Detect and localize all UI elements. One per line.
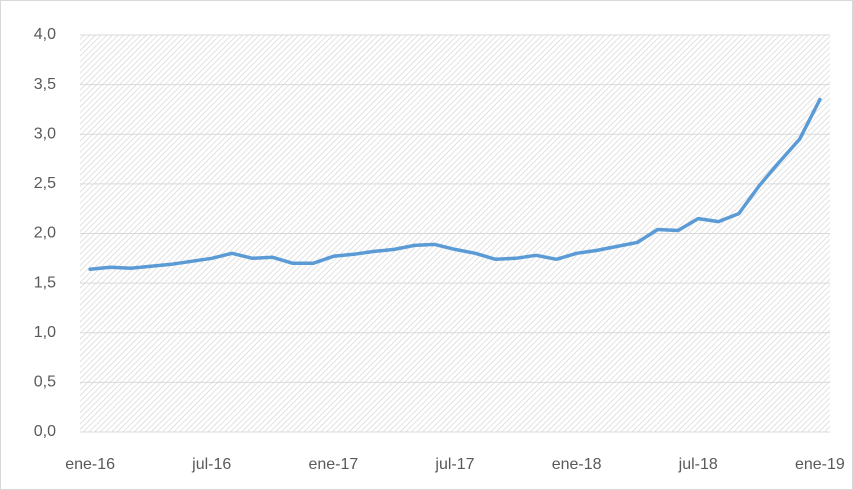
y-tick-label: 4,0 bbox=[34, 26, 56, 43]
x-tick-label: jul-18 bbox=[678, 456, 718, 473]
x-tick-label: jul-17 bbox=[434, 456, 474, 473]
x-tick-label: ene-16 bbox=[65, 456, 115, 473]
x-tick-label: ene-19 bbox=[795, 456, 845, 473]
x-tick-label: ene-17 bbox=[308, 456, 358, 473]
y-tick-label: 1,5 bbox=[34, 274, 56, 291]
y-tick-label: 3,0 bbox=[34, 125, 56, 142]
y-tick-label: 0,5 bbox=[34, 374, 56, 391]
y-tick-label: 1,0 bbox=[34, 324, 56, 341]
y-tick-label: 3,5 bbox=[34, 76, 56, 93]
x-tick-label: ene-18 bbox=[552, 456, 602, 473]
y-tick-label: 2,5 bbox=[34, 175, 56, 192]
y-tick-label: 0,0 bbox=[34, 423, 56, 440]
y-tick-label: 2,0 bbox=[34, 225, 56, 242]
x-tick-label: jul-16 bbox=[191, 456, 231, 473]
line-series bbox=[88, 97, 822, 271]
